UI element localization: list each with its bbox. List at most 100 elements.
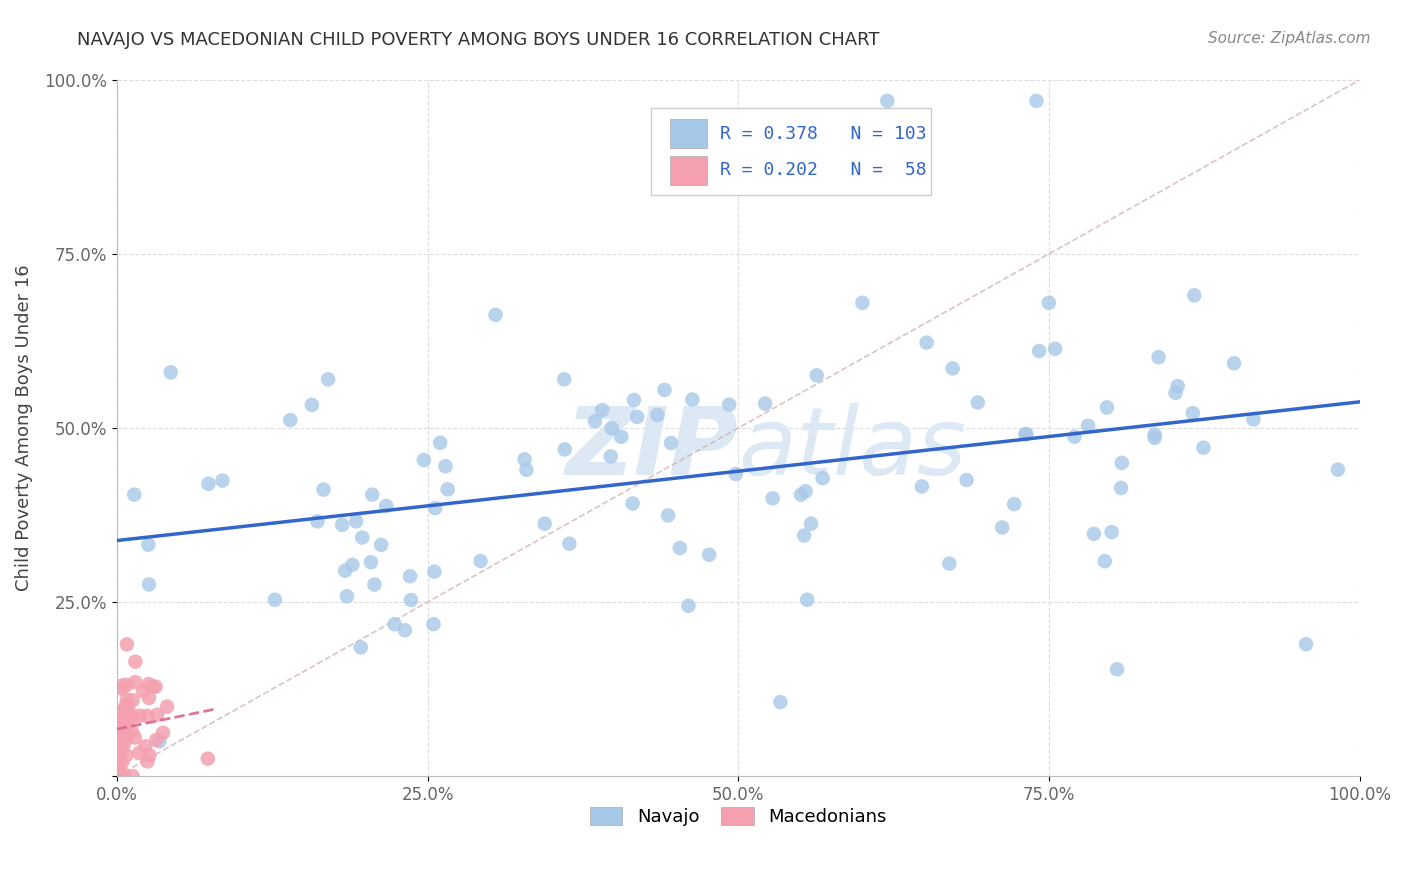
Text: atlas: atlas [738,403,966,494]
Point [938,557,960,571]
Point [623,392,645,407]
Point [108,723,131,738]
Point [621,496,644,510]
Text: R = 0.202   N =  58: R = 0.202 N = 58 [720,161,927,179]
Point [370,538,392,552]
Point [659,436,682,450]
Point [107,759,129,773]
Point [197,476,219,491]
Point [399,569,422,583]
Point [966,395,988,409]
Point [1105,662,1128,676]
Point [138,577,160,591]
Point [108,764,131,779]
Point [769,695,792,709]
Point [1025,94,1047,108]
Point [363,577,385,591]
Point [121,769,143,783]
Point [107,712,129,726]
Point [121,693,143,707]
Point [399,593,422,607]
Point [342,558,364,572]
Point [111,742,134,756]
Point [956,473,979,487]
Point [110,764,132,778]
Point [124,655,146,669]
Point [1043,342,1066,356]
Point [108,742,131,756]
Text: NAVAJO VS MACEDONIAN CHILD POVERTY AMONG BOYS UNDER 16 CORRELATION CHART: NAVAJO VS MACEDONIAN CHILD POVERTY AMONG… [77,31,880,49]
Point [554,442,576,457]
Point [669,541,692,555]
Point [599,450,621,464]
Point [330,517,353,532]
Point [793,528,815,542]
Point [114,723,136,737]
Point [111,681,134,696]
Point [107,769,129,783]
Point [132,684,155,698]
Point [1038,295,1060,310]
Point [429,435,451,450]
Point [1147,350,1170,364]
Point [1028,344,1050,359]
Point [1143,427,1166,442]
Y-axis label: Child Poverty Among Boys Under 16: Child Poverty Among Boys Under 16 [15,265,32,591]
Point [115,698,138,712]
Point [800,516,823,531]
Point [117,700,139,714]
Point [111,720,134,734]
Point [515,463,537,477]
Point [360,555,382,569]
Point [384,617,406,632]
Point [558,537,581,551]
Point [1295,637,1317,651]
Point [1111,456,1133,470]
Point [1143,431,1166,445]
Point [1182,288,1205,302]
Point [1014,427,1036,442]
Point [107,769,129,783]
Point [806,368,828,383]
Point [108,705,131,719]
Point [159,365,181,379]
Point [513,452,536,467]
Point [111,756,134,770]
Point [128,746,150,760]
Point [121,724,143,739]
Point [1002,497,1025,511]
Point [152,726,174,740]
Point [533,516,555,531]
Point [1077,418,1099,433]
Point [107,708,129,723]
Point [697,548,720,562]
Point [647,408,669,422]
Point [333,564,356,578]
Point [112,704,135,718]
Point [278,413,301,427]
Point [796,592,818,607]
Point [942,361,965,376]
Point [718,398,741,412]
Point [1063,430,1085,444]
Point [316,372,339,386]
Point [1223,356,1246,370]
Point [124,487,146,501]
Point [911,479,934,493]
Point [112,769,135,783]
Point [1164,385,1187,400]
Point [115,692,138,706]
Point [350,640,373,655]
Point [553,372,575,386]
Point [1094,554,1116,568]
Point [138,677,160,691]
Point [142,680,165,694]
Point [1109,481,1132,495]
Point [108,732,131,747]
Point [134,739,156,754]
Point [115,637,138,651]
Point [120,711,142,725]
FancyBboxPatch shape [669,156,707,186]
Point [344,514,367,528]
Point [794,484,817,499]
